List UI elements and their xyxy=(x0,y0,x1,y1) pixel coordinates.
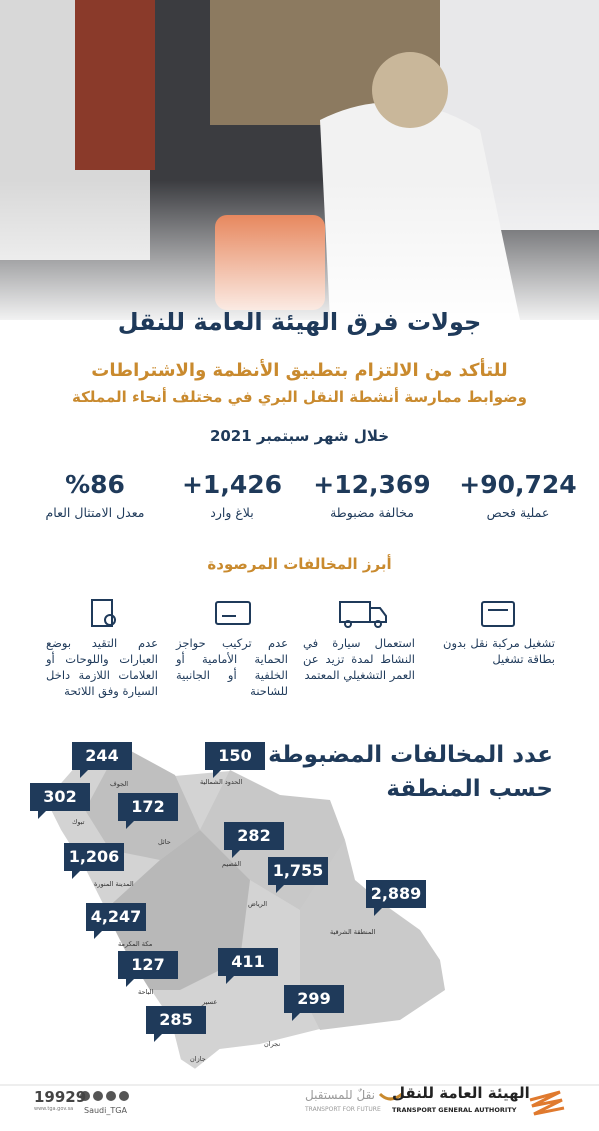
region-count: 2,889 xyxy=(366,880,426,916)
map-region xyxy=(105,830,250,990)
region-count: 1,206 xyxy=(64,843,124,879)
region-count: 282 xyxy=(224,822,284,858)
authority-name-en: TRANSPORT GENERAL AUTHORITY xyxy=(392,1106,517,1114)
region-count: 150 xyxy=(205,742,265,778)
stat-label: مخالفة مضبوطة xyxy=(330,505,414,520)
region-name: تبوك xyxy=(72,818,85,826)
title: جولات فرق الهيئة العامة للنقل xyxy=(117,308,482,336)
region-count: 411 xyxy=(218,948,278,984)
map-title: عدد المخالفات المضبوطة xyxy=(268,742,553,768)
region-count: 302 xyxy=(30,783,90,819)
region-name: الجوف xyxy=(110,780,129,788)
region-name: الحدود الشمالية xyxy=(200,778,243,786)
logo xyxy=(529,1090,565,1116)
region-name: نجران xyxy=(264,1040,281,1048)
violation-text: استعمال سيارة في النشاط لمدة تزيد عن الع… xyxy=(303,636,415,682)
future-logo xyxy=(378,1092,403,1101)
region-name: مكة المكرمة xyxy=(118,940,153,948)
authority-name: الهيئة العامة للنقل xyxy=(392,1084,530,1102)
region-name: المدينة المنورة xyxy=(94,880,134,888)
violation-text: عدم التقيد بوضع العبارات واللوحات أو الع… xyxy=(46,636,158,698)
stat-value: +1,426 xyxy=(181,470,283,499)
slogan-en: TRANSPORT FOR FUTURE xyxy=(305,1106,381,1113)
region-count: 4,247 xyxy=(86,903,146,939)
map-region xyxy=(300,840,445,1030)
region-name: الباحة xyxy=(138,988,154,996)
stat-label: بلاغ وارد xyxy=(210,505,254,520)
period: خلال شهر سبتمبر 2021 xyxy=(209,427,390,445)
region-count: 1,755 xyxy=(268,857,328,893)
section-title: أبرز المخالفات المرصودة xyxy=(207,555,392,573)
region-name: عسير xyxy=(202,998,218,1006)
handle: Saudi_TGA xyxy=(84,1106,127,1115)
phone: 19929 xyxy=(34,1088,87,1106)
violation-text: عدم تركيب حواجز الحماية الأمامية أو الخل… xyxy=(176,636,288,698)
region-name: القصيم xyxy=(222,860,241,868)
subtitle: وضوابط ممارسة أنشطة النقل البري في مختلف… xyxy=(71,388,528,406)
map-title: حسب المنطقة xyxy=(386,776,553,802)
region-count: 127 xyxy=(118,951,178,987)
subtitle: للتأكد من الالتزام بتطبيق الأنظمة والاشت… xyxy=(91,360,508,381)
cap xyxy=(372,52,448,128)
stat-value: +12,369 xyxy=(313,470,431,499)
region-count: 299 xyxy=(284,985,344,1021)
region-count: 172 xyxy=(118,793,178,829)
stat-label: معدل الامتثال العام xyxy=(45,505,145,520)
region-count: 244 xyxy=(72,742,132,778)
violation-icons xyxy=(91,599,515,628)
stat-value: %86 xyxy=(65,470,125,499)
region-count: 285 xyxy=(146,1006,206,1042)
region-name: الرياض xyxy=(248,900,268,908)
stat-label: عملية فحص xyxy=(486,505,550,520)
region-name: حائل xyxy=(158,838,171,846)
stat-value: +90,724 xyxy=(459,470,577,499)
container xyxy=(75,0,155,170)
social-icons xyxy=(80,1091,129,1101)
violation-text: تشغيل مركبة نقل بدون بطاقة تشغيل xyxy=(443,636,555,666)
website: www.tga.gov.sa xyxy=(34,1106,74,1112)
slogan: نقلٌ للمستقبل xyxy=(305,1088,375,1102)
region-name: جازان xyxy=(190,1055,206,1063)
photo-fade xyxy=(0,180,599,330)
region-name: المنطقة الشرقية xyxy=(330,928,376,936)
